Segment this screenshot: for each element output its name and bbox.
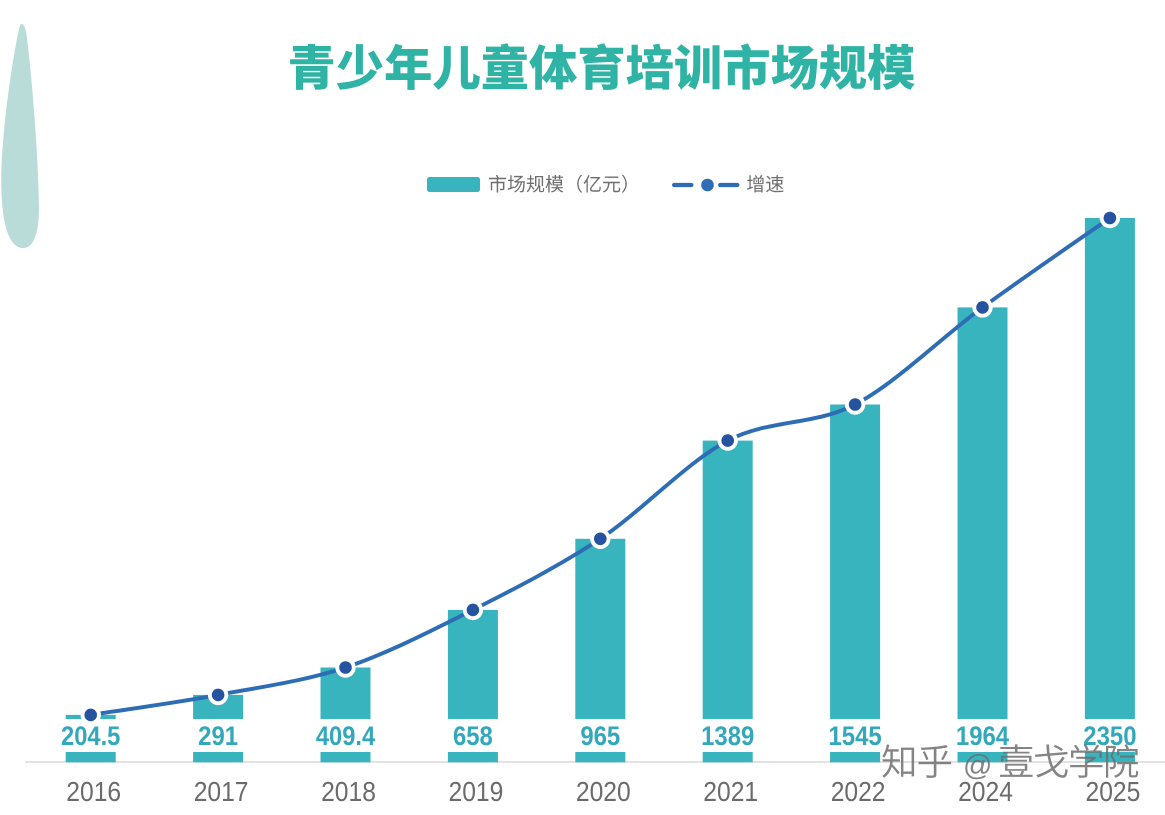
svg-text:204.5: 204.5 [61, 721, 120, 751]
svg-text:@: @ [963, 750, 992, 782]
svg-text:658: 658 [453, 721, 493, 751]
svg-text:2019: 2019 [449, 776, 504, 807]
svg-text:2022: 2022 [831, 776, 886, 807]
svg-text:2021: 2021 [703, 776, 758, 807]
svg-text:409.4: 409.4 [316, 721, 375, 751]
svg-text:1545: 1545 [829, 721, 882, 751]
svg-text:2024: 2024 [958, 776, 1013, 807]
svg-text:1964: 1964 [956, 721, 1009, 751]
svg-text:965: 965 [580, 721, 620, 751]
svg-text:2017: 2017 [194, 776, 249, 807]
svg-text:2020: 2020 [576, 776, 631, 807]
svg-text:1389: 1389 [701, 721, 754, 751]
svg-text:291: 291 [198, 721, 238, 751]
svg-text:2018: 2018 [321, 776, 376, 807]
svg-text:2016: 2016 [66, 776, 121, 807]
svg-text:2025: 2025 [1086, 776, 1141, 807]
